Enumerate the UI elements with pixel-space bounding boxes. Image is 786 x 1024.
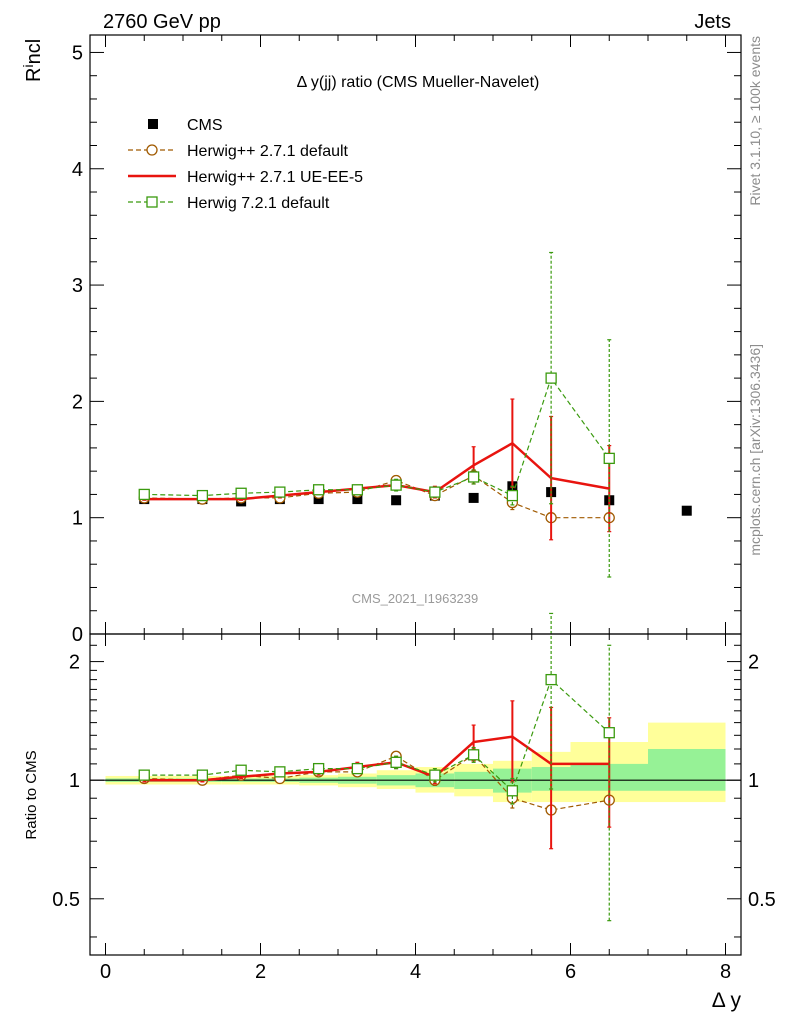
ratio-herwig-7-2-1-default-point <box>506 785 519 797</box>
main-herwig-2-7-1-default-group <box>138 469 615 524</box>
ratio-herwig-7-2-1-default-point <box>312 762 325 775</box>
side-label-mcplots: mcplots.cern.ch [arXiv:1306.3436] <box>747 344 763 556</box>
legend-herwig-2-7-1-ue-ee-5-label: Herwig++ 2.7.1 UE-EE-5 <box>187 169 363 186</box>
legend-cms-label: CMS <box>187 117 223 134</box>
main-herwig-7-2-1-default-point <box>235 487 247 499</box>
main-y-tick-label: 4 <box>72 159 83 181</box>
header-left-label: 2760 GeV pp <box>103 11 221 33</box>
legend: CMS Herwig++ 2.7.1 default Herwig++ 2.7.1 … <box>128 117 363 212</box>
ratio-herwig-7-2-1-default-point <box>429 769 441 781</box>
legend-herwig-2-7-1-default-marker <box>146 144 158 156</box>
ratio-herwig-7-2-1-default-point <box>390 756 402 768</box>
ratio-herwig-7-2-1-default-group <box>138 612 615 922</box>
svg-text:Rincl: Rincl <box>20 39 45 82</box>
main-herwig-7-2-1-default-point <box>545 372 557 384</box>
ratio-uncertainty-bands <box>105 722 726 803</box>
ratio-herwig-7-2-1-default-line <box>144 678 610 792</box>
header-right-label: Jets <box>694 11 731 33</box>
main-cms-point <box>468 492 479 503</box>
ratio-y-tick-label-left: 0.5 <box>52 889 80 911</box>
main-plot-series <box>138 251 692 578</box>
main-herwig-7-2-1-default-point <box>603 452 615 465</box>
main-cms-point <box>352 494 363 505</box>
ratio-herwig-2-7-1-ue-ee-5-line <box>144 735 610 782</box>
main-y-tick-label: 3 <box>72 275 83 297</box>
legend-herwig-7-2-1-default-label: Herwig 7.2.1 default <box>187 195 330 212</box>
legend-herwig-7-2-1-default-marker <box>146 196 158 208</box>
main-herwig-2-7-1-ue-ee-5-group <box>142 398 612 541</box>
main-plot-title: Δ y(jj) ratio (CMS Mueller-Navelet) <box>297 74 540 91</box>
main-herwig-7-2-1-default-point <box>467 471 480 483</box>
main-herwig-2-7-1-ue-ee-5-line <box>144 441 610 501</box>
ratio-y-tick-label-left: 2 <box>69 652 80 674</box>
main-herwig-7-2-1-default-point <box>351 484 364 496</box>
main-cms-point <box>313 494 324 505</box>
main-y-tick-label: 5 <box>72 42 83 64</box>
main-herwig-7-2-1-default-point <box>196 489 209 502</box>
ratio-y-tick-label-right: 0.5 <box>748 889 776 911</box>
main-herwig-2-7-1-default-line <box>144 475 610 519</box>
side-label-rivet: Rivet 3.1.10, ≥ 100k events <box>747 36 763 206</box>
axis-ticks <box>90 35 741 955</box>
ratio-herwig-7-2-1-default-point <box>603 727 615 739</box>
ratio-y-tick-label-left: 1 <box>69 770 80 792</box>
stat-uncertainty-band <box>648 748 726 791</box>
ratio-herwig-7-2-1-default-point <box>545 673 557 686</box>
ratio-herwig-7-2-1-default-point <box>351 762 364 775</box>
main-y-tick-label: 1 <box>72 508 83 530</box>
main-y-tick-label: 0 <box>72 624 83 646</box>
ratio-herwig-7-2-1-default-point <box>235 764 247 776</box>
ratio-y-axis-label: Ratio to CMS <box>23 750 40 839</box>
axis-tick-labels: 0 2 4 6 8 0 1 2 3 4 5 0.5 0.5 1 1 2 2 <box>52 42 776 983</box>
main-herwig-7-2-1-default-point <box>429 486 441 498</box>
main-herwig-7-2-1-default-point <box>274 486 286 498</box>
main-y-tick-label: 2 <box>72 391 83 413</box>
ratio-herwig-7-2-1-default-point <box>138 769 150 781</box>
legend-herwig-2-7-1-default-label: Herwig++ 2.7.1 default <box>187 143 349 160</box>
main-y-axis-label: Rincl <box>20 39 45 82</box>
ratio-plot-series <box>138 612 615 922</box>
main-herwig-7-2-1-default-group <box>138 251 615 578</box>
ratio-herwig-7-2-1-default-point <box>467 749 480 761</box>
x-axis-label: Δ y <box>712 989 742 1012</box>
main-herwig-7-2-1-default-line <box>144 376 610 497</box>
main-cms-point <box>681 505 692 516</box>
ratio-y-tick-label-right: 2 <box>748 652 759 674</box>
x-tick-label: 2 <box>255 961 266 983</box>
ratio-y-tick-label-right: 1 <box>748 770 759 792</box>
main-herwig-7-2-1-default-point <box>138 488 150 501</box>
x-tick-label: 0 <box>100 961 111 983</box>
ratio-herwig-7-2-1-default-point <box>196 769 209 781</box>
x-tick-label: 8 <box>720 961 731 983</box>
ratio-herwig-7-2-1-default-point <box>274 766 286 778</box>
x-tick-label: 6 <box>565 961 576 983</box>
main-herwig-7-2-1-default-point <box>506 489 519 502</box>
main-herwig-7-2-1-default-point <box>312 484 325 496</box>
main-herwig-7-2-1-default-point <box>390 479 402 491</box>
main-cms-point <box>391 495 402 506</box>
x-tick-label: 4 <box>410 961 421 983</box>
legend-cms-marker <box>148 119 158 129</box>
watermark-analysis-id: CMS_2021_I1963239 <box>352 591 479 606</box>
